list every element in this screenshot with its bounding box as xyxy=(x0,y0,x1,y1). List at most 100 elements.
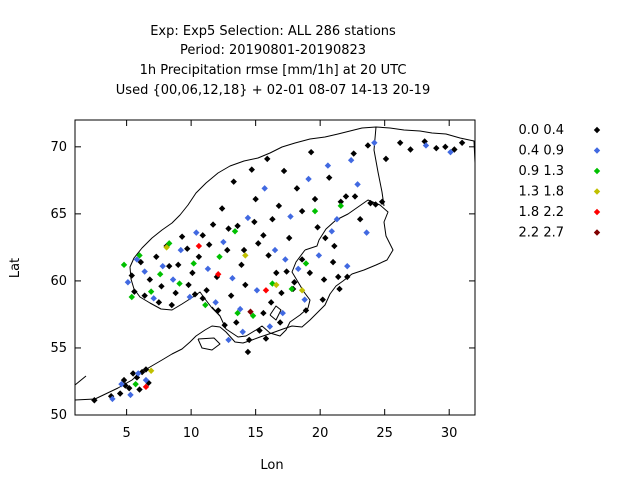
station-marker xyxy=(141,268,148,275)
station-marker xyxy=(142,376,150,384)
station-marker xyxy=(337,198,345,205)
y-tick-label: 55 xyxy=(50,341,67,356)
station-marker xyxy=(129,370,137,377)
station-marker xyxy=(225,336,232,344)
x-tick-label: 15 xyxy=(247,426,264,441)
station-marker xyxy=(283,268,290,275)
legend: 0.0 0.4 0.4 0.9 0.9 1.3 1.3 1.8 1.8 2.2 2.2 2… xyxy=(519,123,601,241)
legend-label: 1.3 1.8 xyxy=(519,185,564,200)
station-marker xyxy=(135,370,142,377)
station-marker xyxy=(199,295,206,302)
station-marker xyxy=(168,301,175,309)
station-marker xyxy=(260,309,267,317)
station-marker xyxy=(302,260,310,267)
station-marker xyxy=(433,144,440,152)
plot-frame xyxy=(74,119,476,416)
legend-marker xyxy=(593,126,601,134)
station-marker xyxy=(248,166,255,173)
station-marker xyxy=(422,142,430,149)
station-marker xyxy=(347,157,355,164)
station-marker xyxy=(136,252,143,259)
station-marker xyxy=(203,287,210,294)
legend-marker xyxy=(593,167,601,175)
station-marker xyxy=(325,174,333,181)
station-marker xyxy=(351,193,359,200)
station-marker xyxy=(451,146,458,153)
station-marker xyxy=(307,148,315,156)
coastline-scandinavia xyxy=(129,126,476,338)
x-tick-label: 10 xyxy=(183,426,200,441)
legend-label: 0.0 0.4 xyxy=(519,123,564,138)
station-marker xyxy=(147,367,155,374)
station-marker xyxy=(127,391,134,399)
station-marker xyxy=(372,201,379,208)
station-marker xyxy=(218,205,226,212)
station-marker xyxy=(185,281,192,289)
station-marker xyxy=(282,256,289,263)
station-marker xyxy=(116,390,124,397)
station-marker xyxy=(273,269,280,277)
map-outline xyxy=(74,126,476,401)
station-marker xyxy=(298,207,306,215)
legend-marker xyxy=(593,188,601,195)
station-marker xyxy=(249,312,257,319)
station-marker xyxy=(169,276,177,283)
station-marker xyxy=(155,299,163,306)
station-marker xyxy=(150,295,157,302)
station-marker xyxy=(315,252,323,259)
station-marker xyxy=(138,368,146,376)
station-marker xyxy=(275,202,283,210)
station-marker xyxy=(240,246,248,254)
station-marker xyxy=(276,319,284,326)
y-axis-label: Lat xyxy=(8,258,23,278)
station-marker xyxy=(273,281,280,289)
station-marker xyxy=(236,305,244,313)
station-marker xyxy=(156,271,164,278)
station-marker xyxy=(260,232,267,239)
station-marker xyxy=(186,293,194,301)
station-marker xyxy=(175,261,182,269)
y-tick-label: 65 xyxy=(50,207,67,222)
station-marker xyxy=(91,397,98,404)
station-marker xyxy=(251,218,258,226)
station-marker xyxy=(184,245,191,252)
station-marker xyxy=(335,273,342,281)
station-marker xyxy=(204,265,212,273)
station-marker xyxy=(301,296,308,303)
station-marker xyxy=(378,198,386,205)
station-marker xyxy=(266,323,274,330)
station-marker xyxy=(447,148,454,156)
station-marker xyxy=(302,307,310,314)
data-points xyxy=(91,138,466,404)
station-marker xyxy=(320,276,328,283)
station-marker xyxy=(247,308,254,315)
station-marker xyxy=(322,234,329,242)
station-marker xyxy=(337,202,345,210)
station-marker xyxy=(133,256,141,263)
station-marker xyxy=(382,155,390,163)
station-marker xyxy=(132,380,139,388)
station-marker xyxy=(230,178,237,185)
station-marker xyxy=(128,293,135,301)
title-line-2: Period: 20190801-20190823 xyxy=(180,43,366,58)
station-marker xyxy=(344,262,351,270)
station-marker xyxy=(244,348,252,356)
station-marker xyxy=(233,319,240,326)
station-marker xyxy=(267,299,275,306)
station-marker xyxy=(176,280,183,287)
station-marker xyxy=(242,252,249,259)
station-marker xyxy=(331,242,338,250)
station-marker xyxy=(136,386,143,393)
station-marker xyxy=(458,139,466,146)
coastline-denmark xyxy=(197,306,221,351)
station-marker xyxy=(163,244,170,251)
station-marker xyxy=(342,193,350,200)
coastline-finland-east xyxy=(373,126,385,207)
station-marker xyxy=(165,240,173,247)
station-marker xyxy=(264,155,271,163)
station-marker xyxy=(311,195,319,203)
station-marker xyxy=(159,262,166,270)
station-marker xyxy=(265,252,272,259)
station-marker xyxy=(120,261,128,269)
